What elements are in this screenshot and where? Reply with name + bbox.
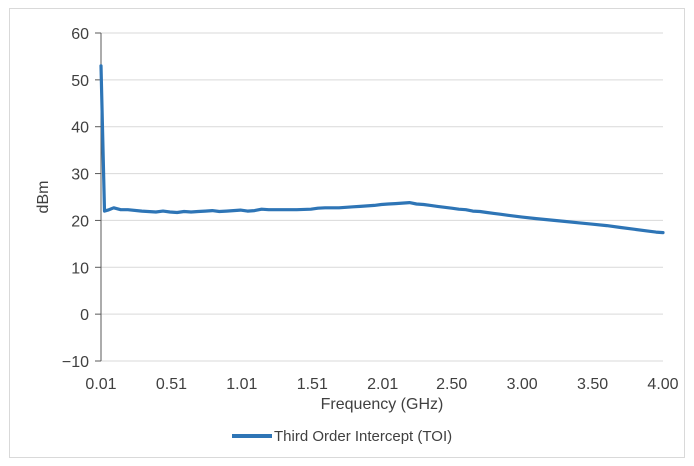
y-tick-label: 30 xyxy=(71,167,89,184)
x-axis-label: Frequency (GHz) xyxy=(321,396,444,413)
x-tick-label: 1.01 xyxy=(226,376,257,393)
y-tick-label: 60 xyxy=(71,26,89,43)
x-tick-label: 0.51 xyxy=(156,376,187,393)
y-axis-label: dBm xyxy=(35,181,52,214)
series-line-toi xyxy=(99,64,665,235)
x-tick-label: 2.50 xyxy=(436,376,467,393)
y-tick-label: −10 xyxy=(62,354,89,371)
x-tick-label: 4.00 xyxy=(647,376,678,393)
y-tick-label: 40 xyxy=(71,120,89,137)
y-axis-ticks: 60 50 40 30 20 10 0 −10 xyxy=(62,26,101,371)
y-tick-label: 0 xyxy=(80,307,89,324)
x-tick-label: 3.00 xyxy=(507,376,538,393)
chart-frame xyxy=(9,8,685,458)
y-tick-label: 20 xyxy=(71,213,89,230)
gridlines xyxy=(101,32,663,362)
x-tick-label: 3.50 xyxy=(577,376,608,393)
x-tick-label: 2.01 xyxy=(367,376,398,393)
x-tick-label: 1.51 xyxy=(297,376,328,393)
legend-label: Third Order Intercept (TOI) xyxy=(274,428,452,445)
x-tick-label: 0.01 xyxy=(85,376,116,393)
x-axis-ticks: 0.01 0.51 1.01 1.51 2.01 2.50 3.00 3.50 4.00 xyxy=(85,376,678,393)
y-tick-label: 10 xyxy=(71,260,89,277)
y-tick-label: 50 xyxy=(71,73,89,90)
legend: Third Order Intercept (TOI) xyxy=(232,428,452,445)
